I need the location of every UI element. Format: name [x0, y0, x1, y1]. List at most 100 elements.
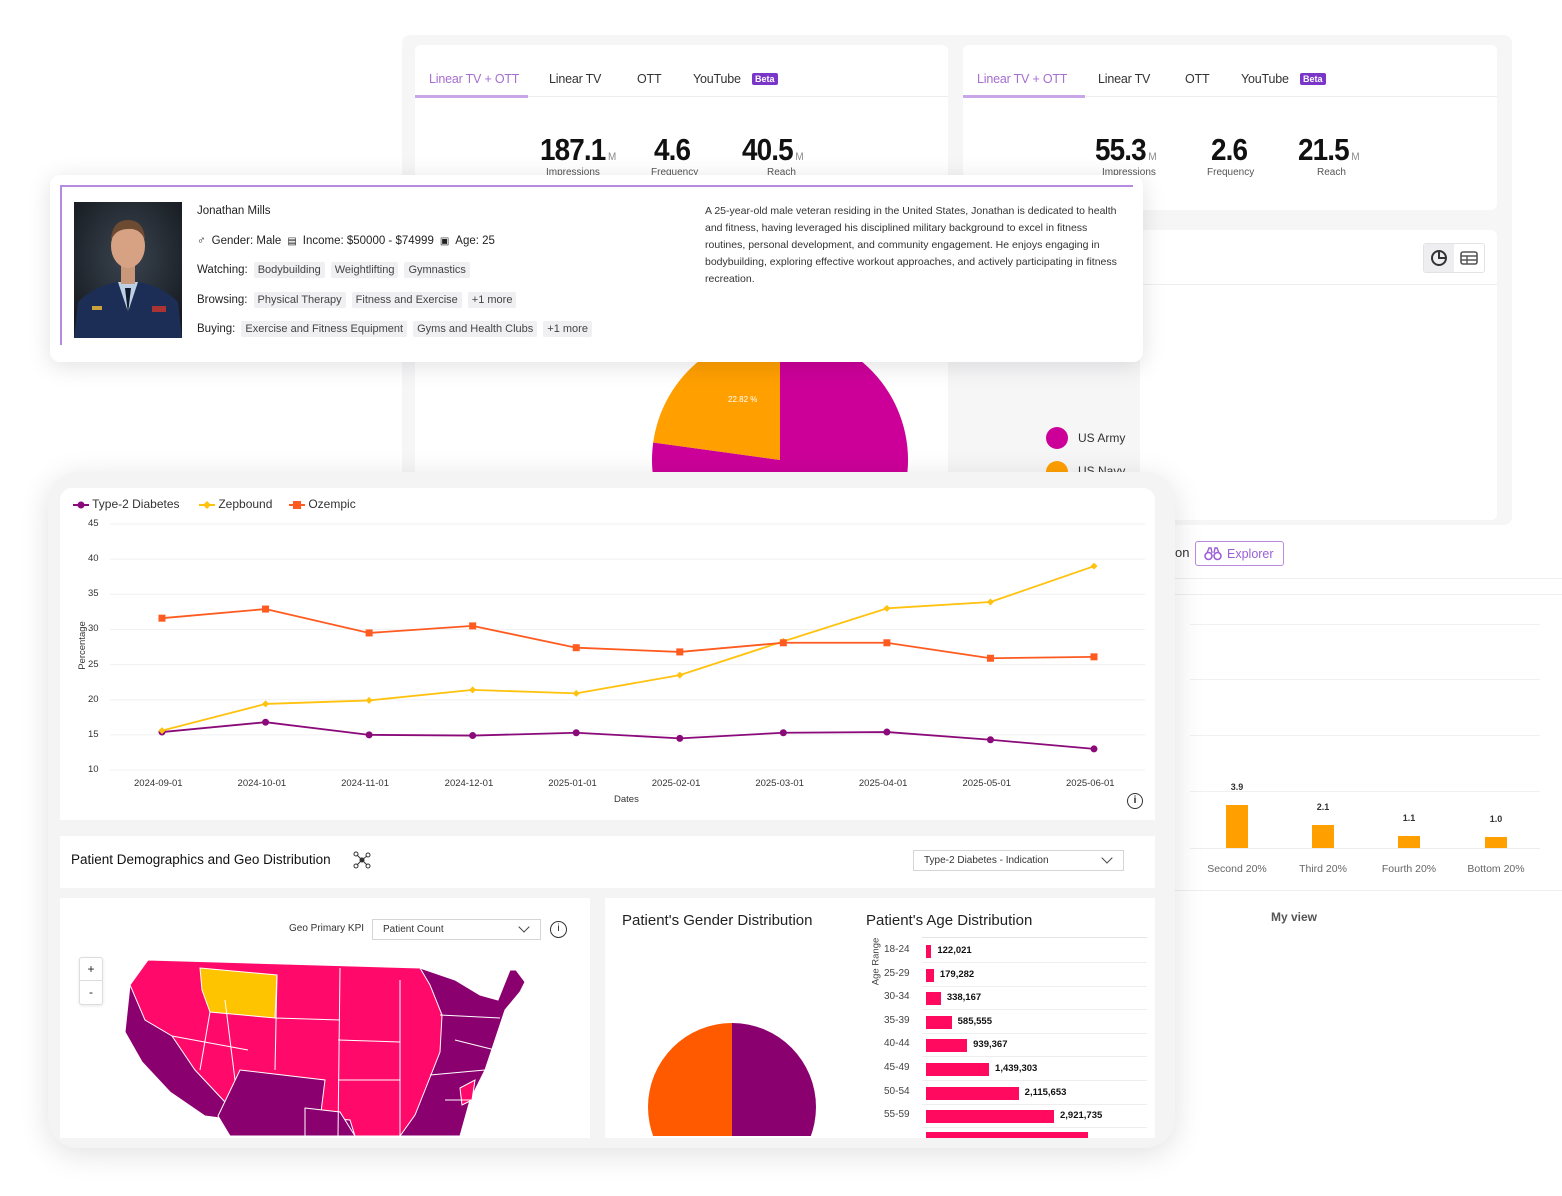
age-bar[interactable] [926, 1086, 1019, 1100]
pie-slice-us-army [652, 340, 908, 480]
tab-youtube[interactable]: YouTube [1241, 72, 1289, 86]
age-bar[interactable] [926, 992, 941, 1006]
zoom-in-button[interactable]: + [80, 958, 102, 981]
more-chip[interactable]: +1 more [467, 292, 517, 308]
age-bar[interactable] [926, 945, 932, 958]
age-axis-label: Age Range [870, 937, 882, 986]
pie-chart-icon[interactable] [1424, 244, 1454, 272]
age-bar-value: 122,021 [937, 945, 972, 956]
age-bar[interactable] [926, 968, 934, 982]
chart-panel [1140, 230, 1497, 520]
data-point [572, 729, 580, 737]
quintile-bar[interactable] [1485, 837, 1507, 848]
x-tick-label: 2025-04-01 [858, 778, 908, 789]
reach-label: Reach [1317, 167, 1346, 178]
data-point [262, 718, 270, 726]
age-bar[interactable] [926, 1110, 1054, 1124]
tab-youtube[interactable]: YouTube [693, 72, 741, 86]
tab-ott[interactable]: OTT [637, 72, 662, 86]
series-line-zepbound [161, 565, 1095, 732]
map-region-high [304, 1107, 356, 1136]
y-tick-label: 20 [88, 693, 99, 705]
beta-badge: Beta [1300, 73, 1326, 85]
age-range-label: 45-49 [884, 1062, 910, 1073]
frequency-label: Frequency [651, 167, 699, 178]
map-zoom-control: + - [79, 957, 103, 1005]
legend-ozempic[interactable]: Ozempic [289, 497, 356, 511]
reach-metric: 40.5 M [742, 132, 804, 167]
data-point [262, 700, 270, 708]
data-point [676, 734, 684, 742]
data-point [1090, 653, 1098, 661]
calendar-icon: ▣ [439, 235, 450, 247]
military-branch-pie: 22.82 % [652, 340, 908, 480]
table-icon[interactable] [1454, 244, 1484, 272]
quintile-bar[interactable] [1398, 835, 1420, 848]
x-tick-label: 2025-02-01 [651, 778, 701, 789]
quintile-title: on [1175, 545, 1190, 560]
buying-row: Buying: Exercise and Fitness Equipment Gym… [197, 321, 592, 337]
quintile-bar[interactable] [1312, 824, 1334, 848]
data-point [262, 605, 270, 613]
age-chart-title: Patient's Age Distribution [866, 912, 1033, 929]
gender-pie-slice [648, 1023, 732, 1136]
age-bar-value: 2,115,653 [1024, 1086, 1067, 1098]
more-chip[interactable]: +1 more [543, 321, 592, 337]
age-range-label: 50-54 [884, 1085, 910, 1097]
quintile-label: Bottom 20% [1467, 863, 1525, 875]
zoom-out-button[interactable]: - [89, 985, 93, 999]
map-region-high [217, 1069, 326, 1136]
section-title: Patient Demographics and Geo Distributio… [71, 852, 331, 867]
age-bar[interactable] [926, 1015, 952, 1029]
quintile-bar[interactable] [1226, 805, 1248, 848]
age-range-label: 35-39 [884, 1014, 910, 1026]
age-bar-value: 1,439,303 [995, 1063, 1038, 1074]
age-bar-partial [926, 1132, 1088, 1138]
info-icon[interactable]: i [550, 921, 567, 938]
tab-linear-tv[interactable]: Linear TV [549, 72, 602, 86]
age-bar-value: 2,921,735 [1060, 1110, 1103, 1122]
interest-chip[interactable]: Fitness and Exercise [351, 292, 462, 308]
legend-us-army[interactable]: US Army [1078, 431, 1126, 445]
my-view-tab[interactable]: My view [1271, 910, 1318, 924]
us-choropleth-map[interactable] [100, 940, 540, 1136]
impressions-label: Impressions [1102, 167, 1156, 178]
tab-linear-tv-ott[interactable]: Linear TV + OTT [429, 72, 520, 86]
age-range-label: 55-59 [884, 1109, 910, 1121]
interest-chip[interactable]: Gymnastics [404, 262, 470, 278]
legend-zepbound[interactable]: Zepbound [199, 497, 272, 511]
indication-select[interactable]: Type-2 Diabetes - Indication [913, 850, 1124, 871]
frequency-metric: 2.6 [1211, 132, 1248, 167]
age-range-label: 25-29 [884, 967, 910, 979]
y-tick-label: 15 [88, 728, 99, 740]
tab-linear-tv-ott[interactable]: Linear TV + OTT [977, 72, 1068, 86]
tab-ott[interactable]: OTT [1185, 72, 1210, 86]
age-bar[interactable] [926, 1063, 990, 1076]
series-line-ozempic [161, 608, 1095, 660]
data-point [365, 629, 373, 637]
interest-chip[interactable]: Gyms and Health Clubs [413, 321, 538, 337]
info-icon[interactable]: i [1127, 793, 1143, 809]
geo-kpi-select[interactable]: Patient Count [372, 919, 541, 940]
gender-pie [648, 1023, 816, 1136]
interest-chip[interactable]: Physical Therapy [253, 292, 346, 308]
y-tick-label: 30 [88, 623, 99, 635]
age-bar-value: 939,367 [973, 1039, 1008, 1051]
reach-metric: 21.5 M [1298, 132, 1360, 167]
quintile-label: Third 20% [1299, 863, 1347, 875]
age-bar-value: 179,282 [939, 968, 975, 980]
quintile-value: 1.0 [1489, 814, 1503, 824]
interest-chip[interactable]: Exercise and Fitness Equipment [241, 321, 408, 337]
interest-chip[interactable]: Bodybuilding [253, 262, 325, 278]
age-bar-value: 585,555 [957, 1015, 992, 1027]
interest-chip[interactable]: Weightlifting [330, 262, 399, 278]
x-tick-label: 2024-12-01 [444, 778, 494, 789]
age-bar-value: 338,167 [946, 992, 982, 1004]
legend-type-2-diabetes[interactable]: Type-2 Diabetes [73, 497, 180, 511]
persona-name: Jonathan Mills [197, 205, 271, 217]
quintile-value: 2.1 [1316, 802, 1330, 812]
age-bar[interactable] [926, 1039, 968, 1053]
explorer-button[interactable]: Explorer [1195, 541, 1284, 566]
tab-linear-tv[interactable]: Linear TV [1098, 72, 1151, 86]
x-tick-label: 2025-03-01 [755, 778, 804, 789]
